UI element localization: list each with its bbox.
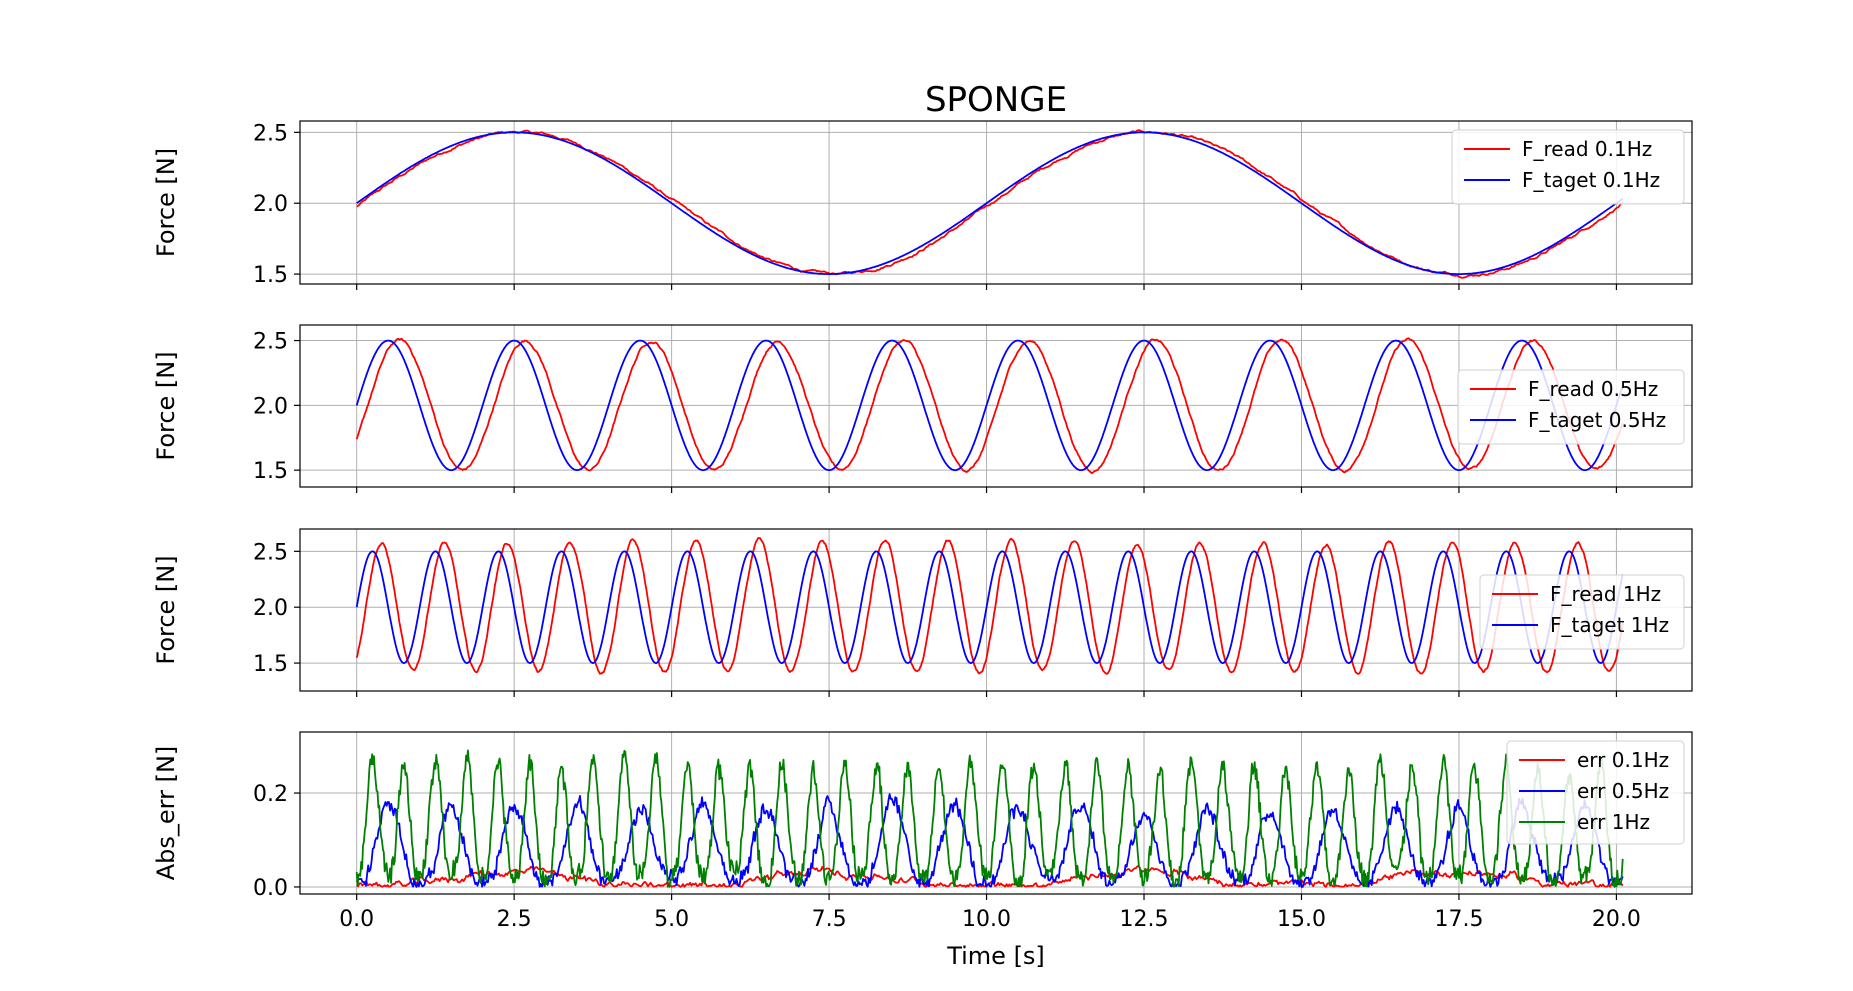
legend: F_read 0.5Hz F_taget 0.5Hz (1458, 370, 1684, 444)
y-tick-label: 2.0 (253, 394, 288, 419)
series-group (357, 538, 1623, 674)
legend: err 0.1Hz err 0.5Hz err 1Hz (1507, 741, 1684, 844)
series-group (357, 130, 1623, 278)
subplot-1: 1.5 2.0 2.5 Force [N] SPONGE F_read 0.1Hz F_ta… (152, 80, 1692, 290)
y-tick-label: 2.5 (253, 121, 288, 146)
subplot-4: 0.0 0.2 0.0 2.5 5.0 7.5 10.0 12.5 15.0 17.5 20.0 Ab… (152, 732, 1692, 970)
x-tick-label: 20.0 (1592, 907, 1641, 932)
x-tick-label: 2.5 (497, 907, 532, 932)
y-tick-label: 2.5 (253, 330, 288, 355)
x-tick-label: 17.5 (1434, 907, 1483, 932)
y-axis-label: Force [N] (152, 351, 180, 460)
legend-label: err 0.5Hz (1577, 779, 1669, 803)
legend: F_read 0.1Hz F_taget 0.1Hz (1452, 130, 1684, 204)
legend-label: F_read 1Hz (1550, 582, 1661, 606)
legend-label: err 0.1Hz (1577, 748, 1669, 772)
legend-label: F_read 0.5Hz (1528, 377, 1658, 401)
series-line-err-1hz (357, 750, 1623, 887)
chart-title: SPONGE (925, 80, 1067, 120)
y-axis-label: Force [N] (152, 555, 180, 664)
legend-label: F_taget 0.5Hz (1528, 408, 1666, 432)
legend: F_read 1Hz F_taget 1Hz (1480, 575, 1684, 649)
legend-label: F_taget 0.1Hz (1522, 168, 1660, 192)
legend-label: F_taget 1Hz (1550, 613, 1669, 637)
x-tick-label: 7.5 (812, 907, 847, 932)
y-tick-label: 2.0 (253, 596, 288, 621)
x-tick-label: 15.0 (1277, 907, 1326, 932)
x-tick-label: 5.0 (654, 907, 689, 932)
subplot-3: 1.5 2.0 2.5 Force [N] F_read 1Hz F_taget 1Hz (152, 529, 1692, 697)
x-tick-label: 10.0 (962, 907, 1011, 932)
y-tick-label: 2.0 (253, 192, 288, 217)
y-tick-label: 0.2 (253, 782, 288, 807)
series-line-f-read-0-1hz (357, 130, 1623, 278)
y-axis-label: Abs_err [N] (152, 746, 180, 881)
y-tick-label: 2.5 (253, 540, 288, 565)
subplot-2: 1.5 2.0 2.5 Force [N] F_read 0.5Hz F_taget 0.… (152, 325, 1692, 493)
y-tick-label: 1.5 (253, 652, 288, 677)
y-axis-label: Force [N] (152, 148, 180, 257)
y-tick-label: 0.0 (253, 876, 288, 901)
legend-label: err 1Hz (1577, 810, 1650, 834)
series-group (357, 750, 1623, 887)
y-tick-label: 1.5 (253, 459, 288, 484)
x-tick-label: 0.0 (339, 907, 374, 932)
x-axis-label: Time [s] (946, 942, 1045, 970)
legend-label: F_read 0.1Hz (1522, 137, 1652, 161)
y-tick-label: 1.5 (253, 263, 288, 288)
x-tick-label: 12.5 (1120, 907, 1169, 932)
